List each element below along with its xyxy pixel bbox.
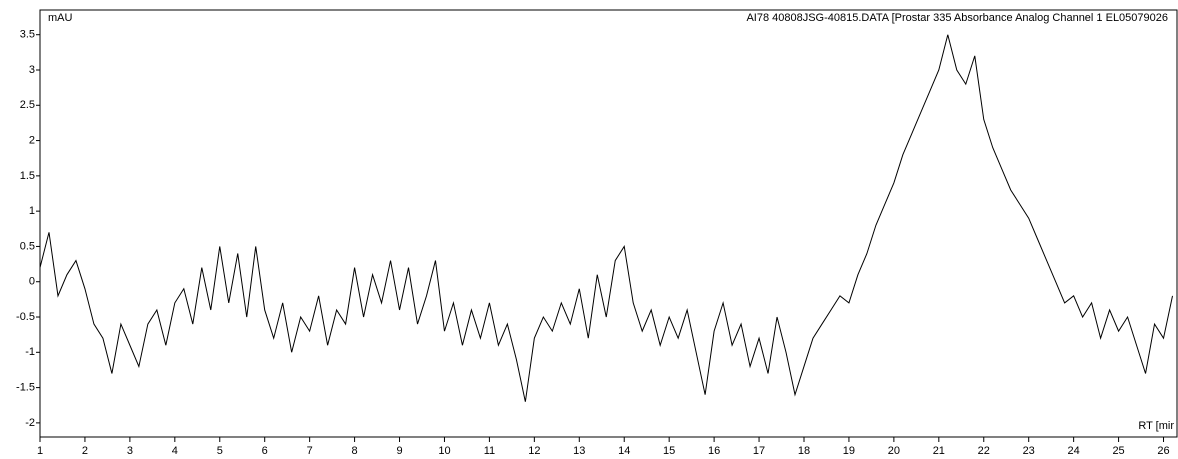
- x-tick-label: 11: [484, 445, 495, 457]
- x-tick-label: 2: [82, 445, 88, 457]
- x-tick-label: 16: [708, 445, 720, 457]
- x-tick-label: 7: [307, 445, 313, 457]
- x-tick-label: 6: [262, 445, 268, 457]
- x-tick-label: 26: [1157, 445, 1169, 457]
- trace: [39, 34, 1173, 402]
- y-tick-label: 3.5: [20, 29, 35, 41]
- y-tick-label: -0.5: [16, 311, 35, 323]
- y-tick-label: -1.5: [16, 382, 35, 394]
- x-tick-label: 15: [663, 445, 675, 457]
- x-tick-label: 25: [1112, 445, 1124, 457]
- x-tick-label: 9: [396, 445, 402, 457]
- y-tick-label: 3: [29, 64, 35, 76]
- x-tick-label: 19: [843, 445, 855, 457]
- x-tick-label: 21: [933, 445, 945, 457]
- y-tick-label: 2.5: [20, 99, 35, 111]
- y-axis-label: mAU: [48, 12, 73, 24]
- x-tick-label: 18: [798, 445, 810, 457]
- x-tick-label: 10: [438, 445, 450, 457]
- y-tick-label: 1: [29, 205, 35, 217]
- x-tick-label: 24: [1068, 445, 1080, 457]
- x-tick-label: 17: [753, 445, 765, 457]
- x-tick-label: 3: [127, 445, 133, 457]
- y-tick-label: 0.5: [20, 240, 35, 252]
- y-tick-label: 2: [29, 134, 35, 146]
- x-tick-label: 23: [1023, 445, 1035, 457]
- x-tick-label: 22: [978, 445, 990, 457]
- plot-frame: [39, 9, 1178, 438]
- x-tick-label: 20: [888, 445, 900, 457]
- y-tick-label: -2: [25, 417, 35, 429]
- chart-title: AI78 40808JSG-40815.DATA [Prostar 335 Ab…: [746, 12, 1168, 24]
- x-tick-label: 12: [528, 445, 540, 457]
- x-tick-label: 13: [573, 445, 585, 457]
- x-tick-label: 14: [618, 445, 630, 457]
- y-tick-label: 0: [29, 276, 35, 288]
- x-tick-label: 4: [172, 445, 178, 457]
- y-tick-label: -1: [25, 346, 35, 358]
- y-tick-label: 1.5: [20, 170, 35, 182]
- x-tick-label: 5: [217, 445, 223, 457]
- x-tick-label: 1: [37, 445, 43, 457]
- x-axis-label: RT [mir: [1138, 420, 1174, 432]
- x-tick-label: 8: [352, 445, 358, 457]
